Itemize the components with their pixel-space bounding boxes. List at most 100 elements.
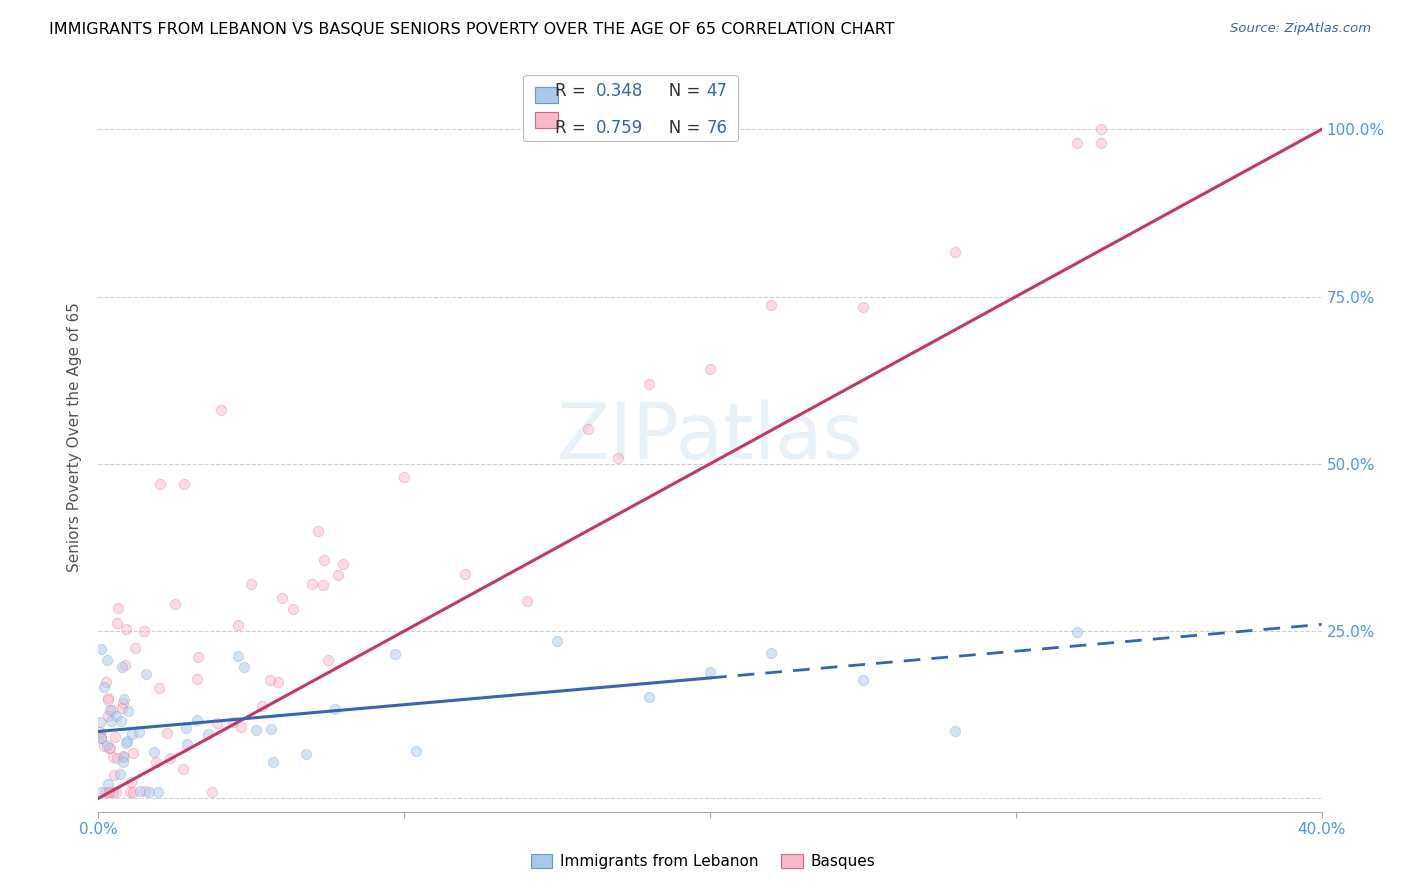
Point <box>94 674 117 689</box>
Point <box>112 750 135 764</box>
Point <box>516 593 538 607</box>
Point <box>121 785 143 799</box>
Point <box>156 725 179 739</box>
Point <box>97 741 120 756</box>
Point <box>205 715 228 730</box>
Text: IMMIGRANTS FROM LEBANON VS BASQUE SENIORS POVERTY OVER THE AGE OF 65 CORRELATION: IMMIGRANTS FROM LEBANON VS BASQUE SENIOR… <box>49 22 894 37</box>
Text: 47: 47 <box>706 82 727 100</box>
Point <box>112 748 135 763</box>
Point <box>332 557 354 572</box>
Point <box>637 690 661 705</box>
Legend:                               ,                               : , <box>523 75 738 141</box>
Point <box>1090 122 1112 136</box>
Point <box>97 693 120 707</box>
Point <box>112 756 135 770</box>
Point <box>114 657 136 672</box>
Text: R =: R = <box>555 82 591 100</box>
Text: 76: 76 <box>706 119 727 136</box>
Point <box>228 617 250 632</box>
Point <box>146 785 169 799</box>
Point <box>96 785 118 799</box>
Point <box>96 738 118 752</box>
Point <box>301 577 323 591</box>
Point <box>103 749 125 764</box>
Point <box>384 647 406 661</box>
Point <box>115 734 138 748</box>
Point <box>90 731 112 745</box>
Point <box>124 641 146 656</box>
Point <box>267 674 290 689</box>
Point <box>138 785 160 799</box>
Point <box>105 751 128 765</box>
Point <box>101 785 124 799</box>
Point <box>114 622 136 636</box>
Point <box>228 648 250 663</box>
Point <box>143 745 166 759</box>
Point <box>176 737 198 751</box>
Point <box>852 673 875 687</box>
Point <box>231 720 253 734</box>
Point <box>328 567 350 582</box>
Point <box>111 701 134 715</box>
Point <box>759 646 782 660</box>
Point <box>943 245 966 260</box>
Point <box>112 691 135 706</box>
Point <box>97 691 120 706</box>
Point <box>159 750 181 764</box>
Point <box>128 725 150 739</box>
Point <box>134 783 156 797</box>
Point <box>607 451 630 466</box>
Text: 0.759: 0.759 <box>596 119 644 136</box>
Text: N =: N = <box>652 82 706 100</box>
Point <box>96 653 118 667</box>
Point <box>1066 625 1088 640</box>
Point <box>112 696 135 710</box>
Point <box>129 784 152 798</box>
Point <box>173 476 195 491</box>
Point <box>107 600 129 615</box>
Point <box>259 673 281 687</box>
Point <box>90 785 112 799</box>
Point <box>120 775 142 789</box>
Point <box>307 524 329 538</box>
Point <box>105 709 128 723</box>
Text: 0.348: 0.348 <box>596 82 644 100</box>
Point <box>145 755 167 769</box>
Point <box>187 649 209 664</box>
Point <box>114 736 136 750</box>
Point <box>186 713 208 727</box>
Point <box>90 641 112 656</box>
Point <box>316 653 339 667</box>
Point <box>699 361 721 376</box>
Point <box>943 724 966 739</box>
Y-axis label: Seniors Poverty Over the Age of 65: Seniors Poverty Over the Age of 65 <box>67 302 83 572</box>
Point <box>105 615 128 630</box>
Point <box>89 728 111 742</box>
Point <box>312 553 335 567</box>
Point <box>759 298 782 312</box>
Point <box>104 731 127 745</box>
Point <box>323 702 346 716</box>
Legend: Immigrants from Lebanon, Basques: Immigrants from Lebanon, Basques <box>524 848 882 875</box>
Point <box>93 680 115 694</box>
Point <box>294 747 316 762</box>
Point <box>852 300 875 314</box>
Point <box>97 709 120 723</box>
Point <box>163 598 186 612</box>
Point <box>252 699 274 714</box>
Point <box>283 601 305 615</box>
Point <box>240 577 263 591</box>
Point <box>117 704 139 718</box>
Point <box>454 567 477 582</box>
Text: ZIPatlas: ZIPatlas <box>557 399 863 475</box>
Point <box>637 377 661 392</box>
Point <box>105 785 128 799</box>
Point <box>699 665 721 680</box>
Point <box>110 714 132 728</box>
Point <box>98 703 121 717</box>
Point <box>312 577 335 591</box>
Point <box>134 624 156 639</box>
Point <box>98 740 121 755</box>
Point <box>149 476 172 491</box>
Point <box>201 785 224 799</box>
